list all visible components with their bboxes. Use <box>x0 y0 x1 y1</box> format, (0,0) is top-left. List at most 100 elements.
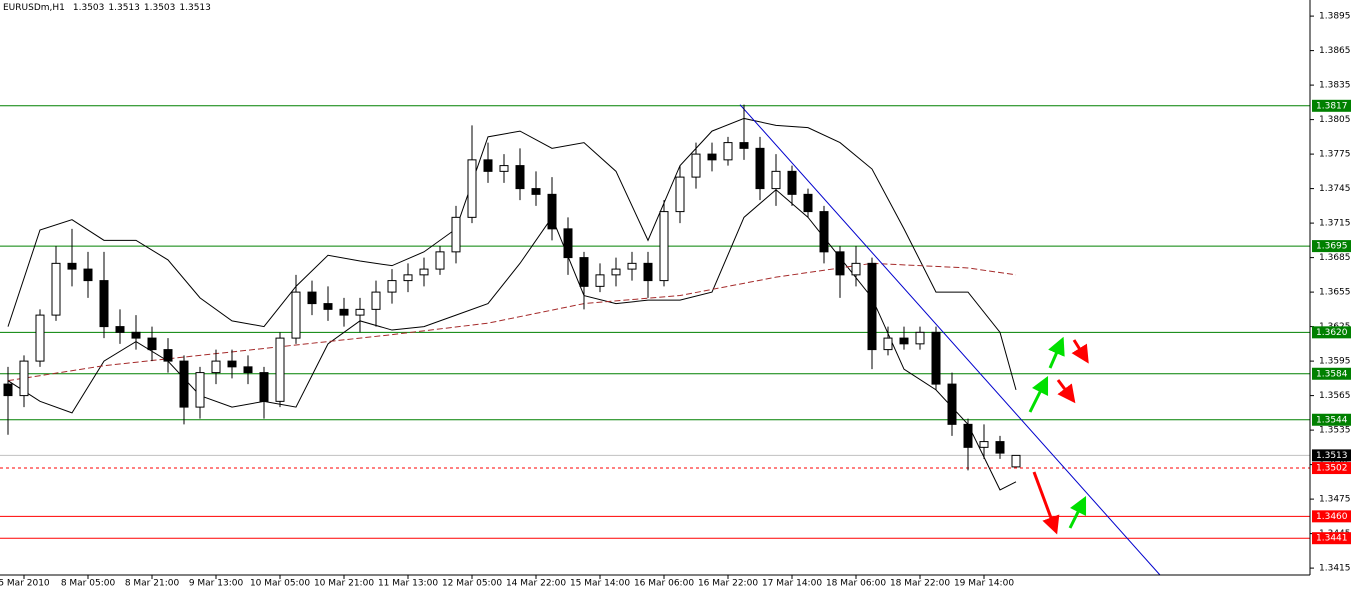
indicator-line <box>7 117 1017 390</box>
candle-body <box>595 274 605 287</box>
candle-body <box>339 308 349 316</box>
candle-body <box>979 441 989 448</box>
candle-body <box>131 331 141 339</box>
candle-body <box>611 268 621 276</box>
price-box-label: 1.3513 <box>1316 451 1348 461</box>
price-box-label: 1.3620 <box>1316 328 1348 338</box>
candle-body <box>211 360 221 374</box>
y-tick-label: 1.3805 <box>1319 115 1351 125</box>
candle-body <box>963 423 973 448</box>
candle-body <box>323 303 333 310</box>
y-tick-label: 1.3835 <box>1319 81 1351 91</box>
candle-body <box>851 262 861 276</box>
x-tick-label: 16 Mar 06:00 <box>634 579 694 589</box>
candle-body <box>707 153 717 161</box>
indicator-line <box>739 104 1161 576</box>
candle-body <box>259 372 269 402</box>
y-tick-label: 1.3655 <box>1319 288 1351 298</box>
x-tick-label: 11 Mar 13:00 <box>378 579 438 589</box>
price-box-label: 1.3441 <box>1316 534 1348 544</box>
arrow-down <box>1071 339 1089 364</box>
x-tick-label: 18 Mar 22:00 <box>890 579 950 589</box>
arrow-down <box>1056 379 1076 404</box>
indicator-line <box>7 262 1017 382</box>
x-tick-label: 17 Mar 14:00 <box>762 579 822 589</box>
price-box <box>1312 413 1351 426</box>
candle-body <box>835 251 845 276</box>
candle-body <box>371 291 381 310</box>
x-tick-label: 10 Mar 21:00 <box>314 579 374 589</box>
y-tick-label: 1.3715 <box>1319 219 1351 229</box>
price-box <box>1312 510 1351 523</box>
candle-body <box>755 147 765 190</box>
candle-body <box>3 383 13 397</box>
candle-body <box>995 441 1005 454</box>
price-box <box>1312 462 1351 475</box>
candle-body <box>51 262 61 316</box>
x-tick-label: 12 Mar 05:00 <box>442 579 502 589</box>
x-tick-label: 19 Mar 14:00 <box>954 579 1014 589</box>
candle-body <box>883 337 893 351</box>
y-tick-label: 1.3415 <box>1319 564 1351 574</box>
candle-body <box>83 268 93 282</box>
candle-body <box>915 331 925 345</box>
x-tick-label: 8 Mar 21:00 <box>125 579 180 589</box>
candle-body <box>163 349 173 362</box>
candle-body <box>451 216 461 253</box>
ohlc-value: 1.3513 <box>108 3 140 13</box>
candle-body <box>627 262 637 270</box>
candle-body <box>115 326 125 333</box>
price-box <box>1312 240 1351 253</box>
candle-body <box>579 257 589 287</box>
candle-body <box>803 193 813 213</box>
candle-body <box>947 383 957 425</box>
candle-body <box>787 170 797 195</box>
symbol: EURUSDm,H1 <box>3 3 65 13</box>
candle-body <box>179 360 189 408</box>
candle-body <box>403 274 413 282</box>
candle-body <box>147 337 157 351</box>
y-tick-label: 1.3895 <box>1319 12 1351 22</box>
x-tick-label: 9 Mar 13:00 <box>189 579 244 589</box>
y-tick-label: 1.3775 <box>1319 150 1351 160</box>
x-tick-label: 5 Mar 2010 <box>0 579 50 589</box>
candle-body <box>419 268 429 276</box>
candle-body <box>483 159 493 172</box>
price-box <box>1312 99 1351 112</box>
y-tick-label: 1.3565 <box>1319 391 1351 401</box>
candle-body <box>243 366 253 374</box>
candle-body <box>819 211 829 253</box>
arrow-up <box>1028 375 1049 413</box>
y-tick-label: 1.3535 <box>1319 426 1351 436</box>
candle-body <box>499 165 509 172</box>
y-tick-label: 1.3475 <box>1319 495 1351 505</box>
candle-body <box>867 262 877 351</box>
candle-body <box>227 360 237 368</box>
candle-body <box>67 262 77 270</box>
candle-body <box>19 360 29 397</box>
candle-body <box>435 251 445 270</box>
candle-body <box>275 337 285 402</box>
y-tick-label: 1.3745 <box>1319 184 1351 194</box>
price-box <box>1312 367 1351 380</box>
candle-body <box>291 291 301 339</box>
ohlc-value: 1.3503 <box>73 3 105 13</box>
ohlc-value: 1.3503 <box>144 3 176 13</box>
x-tick-label: 18 Mar 06:00 <box>826 579 886 589</box>
price-box-label: 1.3460 <box>1316 512 1348 522</box>
candle-body <box>99 280 109 328</box>
price-box-label: 1.3502 <box>1316 464 1348 474</box>
indicator-line <box>7 189 1017 491</box>
arrow-up <box>1048 336 1065 369</box>
candle-body <box>643 262 653 282</box>
candle-body <box>1011 454 1021 468</box>
arrow-down <box>1032 471 1060 535</box>
candle-body <box>531 188 541 195</box>
x-tick-label: 16 Mar 22:00 <box>698 579 758 589</box>
x-tick-label: 14 Mar 22:00 <box>506 579 566 589</box>
x-tick-label: 8 Mar 05:00 <box>61 579 116 589</box>
candle-body <box>659 211 669 282</box>
ohlc-value: 1.3513 <box>179 3 211 13</box>
price-box <box>1312 326 1351 339</box>
